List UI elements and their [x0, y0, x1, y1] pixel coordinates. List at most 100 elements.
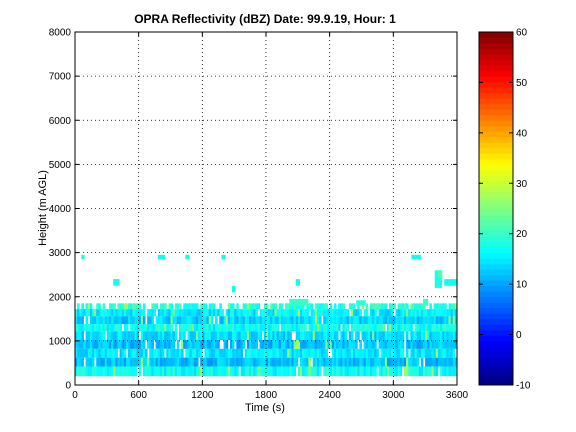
echo-cell — [219, 357, 222, 367]
echo-cell — [225, 316, 229, 325]
echo-cell — [136, 339, 140, 349]
echo-cell — [200, 303, 203, 310]
echo-cell — [448, 309, 452, 317]
colorbar-segment — [479, 230, 513, 237]
echo-cell — [440, 366, 443, 377]
echo-cell — [346, 316, 350, 325]
x-tick-label: 600 — [130, 390, 147, 401]
echo-cell — [408, 366, 411, 377]
y-tick-label: 4000 — [49, 204, 72, 215]
echo-cell — [217, 309, 220, 317]
echo-cell — [287, 357, 290, 367]
echo-cell — [130, 316, 133, 325]
echo-cell — [389, 339, 392, 349]
echo-cell — [125, 331, 129, 340]
echo-cell — [104, 324, 108, 332]
echo-cell — [117, 324, 120, 332]
echo-cell — [98, 303, 101, 310]
echo-cell — [89, 339, 93, 349]
echo-cell — [391, 324, 394, 332]
echo-cell — [391, 339, 394, 349]
echo-cell — [333, 339, 337, 349]
echo-cell — [395, 331, 398, 340]
echo-cell — [98, 331, 101, 340]
echo-cell — [121, 303, 125, 310]
echo-cell — [429, 303, 432, 310]
echo-cell — [195, 316, 199, 325]
echo-cell — [372, 339, 375, 349]
echo-cell — [272, 324, 275, 332]
echo-cell — [87, 331, 91, 340]
echo-cell — [204, 309, 207, 317]
echo-cell — [85, 357, 89, 367]
echo-cell — [429, 324, 432, 332]
echo-cell — [397, 316, 401, 325]
echo-cell — [104, 348, 108, 358]
echo-cell — [157, 366, 161, 377]
echo-cell — [100, 316, 103, 325]
x-tick-label: 1800 — [255, 390, 278, 401]
echo-cell — [123, 339, 127, 349]
colorbar-segment — [479, 87, 513, 94]
echo-cell — [410, 366, 413, 377]
echo-cell — [353, 309, 356, 317]
echo-cell — [168, 366, 171, 377]
echo-cell — [374, 309, 377, 317]
echo-cell — [338, 324, 341, 332]
echo-cell — [316, 303, 320, 310]
echo-cell — [172, 357, 176, 367]
echo-cell — [170, 324, 174, 332]
echo-cell — [187, 309, 190, 317]
echo-cell — [85, 348, 89, 358]
echo-cell — [204, 339, 207, 349]
echo-cell — [374, 316, 377, 325]
echo-cell — [242, 303, 246, 310]
echo-cell — [274, 348, 278, 358]
echo-cell — [227, 366, 231, 377]
echo-cell — [350, 324, 354, 332]
echo-cell — [263, 357, 267, 367]
echo-cell — [423, 316, 426, 325]
echo-cell — [244, 331, 248, 340]
echo-cell — [172, 339, 176, 349]
echo-cell — [210, 303, 214, 310]
echo-cell — [121, 357, 125, 367]
echo-cell — [89, 324, 93, 332]
echo-cell — [212, 357, 216, 367]
echo-cell — [257, 357, 261, 367]
echo-cell — [342, 357, 345, 367]
echo-cell — [393, 331, 396, 340]
echo-cell — [125, 303, 129, 310]
echo-cell — [83, 324, 87, 332]
echo-cell — [293, 316, 297, 325]
echo-cell — [312, 331, 316, 340]
echo-cell — [327, 357, 331, 367]
echo-cell — [437, 348, 441, 358]
echo-cell — [386, 324, 390, 332]
echo-cell — [437, 339, 441, 349]
colorbar-segment — [479, 296, 513, 303]
echo-cell — [423, 348, 426, 358]
echo-cell — [217, 366, 220, 377]
echo-layer — [75, 357, 458, 367]
echo-cell — [429, 366, 432, 377]
echo-cell — [367, 357, 371, 367]
echo-cell — [232, 316, 235, 325]
echo-cell — [142, 309, 146, 317]
echo-cell — [302, 366, 305, 377]
echo-cell — [427, 309, 430, 317]
echo-cell — [397, 303, 401, 310]
echo-cell — [242, 339, 246, 349]
echo-cell — [367, 316, 371, 325]
echo-cell — [215, 324, 218, 332]
echo-cell — [249, 366, 252, 377]
echo-cell — [121, 366, 125, 377]
echo-cell — [193, 357, 197, 367]
echo-cell — [374, 303, 377, 310]
echo-cell — [355, 309, 358, 317]
echo-cell — [440, 331, 443, 340]
colorbar-segment — [479, 92, 513, 99]
echo-cell — [100, 324, 103, 332]
echo-cell — [261, 357, 265, 367]
echo-cell — [440, 348, 443, 358]
